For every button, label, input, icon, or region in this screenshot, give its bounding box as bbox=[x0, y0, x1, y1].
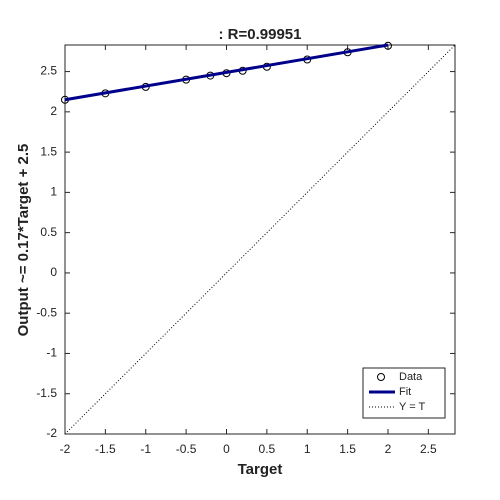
y-tick-label: 2 bbox=[50, 104, 57, 118]
y-tick-label: -1.5 bbox=[36, 386, 57, 400]
x-axis-label: Target bbox=[238, 461, 283, 478]
legend-label: Y = T bbox=[399, 401, 425, 413]
y-tick-label: -1 bbox=[46, 346, 57, 360]
x-tick-label: -1 bbox=[140, 442, 151, 456]
fit-line bbox=[64, 43, 389, 102]
y-tick-label: 0 bbox=[50, 265, 57, 279]
identity-line bbox=[64, 44, 456, 435]
legend-marker bbox=[377, 373, 385, 381]
x-tick-label: -0.5 bbox=[176, 442, 197, 456]
x-tick-label: 2 bbox=[385, 442, 392, 456]
y-tick-label: 1 bbox=[50, 185, 57, 199]
x-tick-label: 1 bbox=[304, 442, 311, 456]
legend-label: Data bbox=[399, 371, 423, 383]
x-tick-label: 0.5 bbox=[259, 442, 276, 456]
y-tick-label: 0.5 bbox=[40, 225, 57, 239]
chart-title: : R=0.99951 bbox=[219, 26, 302, 43]
y-tick-label: 2.5 bbox=[40, 64, 57, 78]
y-tick-label: 1.5 bbox=[40, 144, 57, 158]
x-tick-label: -1.5 bbox=[95, 442, 116, 456]
x-tick-label: 2.5 bbox=[420, 442, 437, 456]
y-tick-label: -0.5 bbox=[36, 305, 57, 319]
y-axis-label: Output ~= 0.17*Target + 2.5 bbox=[15, 144, 32, 337]
x-tick-label: 1.5 bbox=[339, 442, 356, 456]
x-tick-label: -2 bbox=[60, 442, 71, 456]
y-tick-label: -2 bbox=[46, 426, 57, 440]
legend-label: Fit bbox=[399, 386, 411, 398]
x-tick-label: 0 bbox=[223, 442, 230, 456]
